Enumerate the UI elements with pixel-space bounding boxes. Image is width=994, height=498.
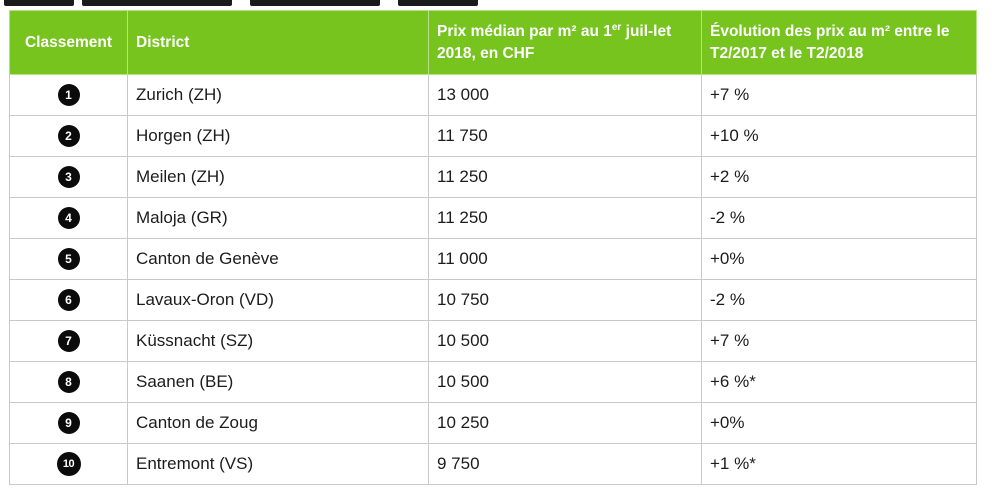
change-cell: +6 %* (701, 361, 977, 403)
rank-badge: 10 (56, 452, 81, 476)
district-cell: Canton de Genève (127, 238, 429, 280)
header-district: District (127, 10, 429, 75)
district-cell: Maloja (GR) (127, 197, 429, 239)
rank-cell: 7 (9, 320, 128, 362)
rank-cell: 10 (9, 443, 128, 485)
header-price-text-end: juil-let 2018, en CHF (437, 22, 672, 62)
rank-badge: 8 (57, 371, 80, 393)
rank-cell: 5 (9, 238, 128, 280)
change-cell: +2 % (701, 156, 977, 198)
table-row: 1 Zurich (ZH) 13 000 +7 % (9, 74, 977, 116)
header-price: Prix médian par m² au 1er juil-let 2018,… (428, 10, 702, 75)
table-body: 1 Zurich (ZH) 13 000 +7 % 2 Horgen (ZH) 11 750… (9, 74, 977, 485)
district-cell: Lavaux-Oron (VD) (127, 279, 429, 321)
change-cell: +0% (701, 402, 977, 444)
table-row: 6 Lavaux-Oron (VD) 10 750 -2 % (9, 279, 977, 321)
table-row: 5 Canton de Genève 11 000 +0% (9, 238, 977, 280)
rank-cell: 8 (9, 361, 128, 403)
district-cell: Canton de Zoug (127, 402, 429, 444)
rank-badge: 7 (57, 330, 80, 352)
table-row: 2 Horgen (ZH) 11 750 +10 % (9, 115, 977, 157)
district-cell: Saanen (BE) (127, 361, 429, 403)
header-rank: Classement (9, 10, 128, 75)
price-cell: 11 750 (428, 115, 702, 157)
rank-cell: 6 (9, 279, 128, 321)
rank-badge: 1 (57, 84, 80, 106)
table-header-row: Classement District Prix médian par m² a… (9, 10, 977, 75)
change-cell: +10 % (701, 115, 977, 157)
rank-badge: 3 (57, 166, 80, 188)
district-cell: Meilen (ZH) (127, 156, 429, 198)
table-row: 10 Entremont (VS) 9 750 +1 %* (9, 443, 977, 485)
rank-badge: 2 (57, 125, 80, 147)
rank-badge: 9 (57, 412, 80, 434)
rank-cell: 9 (9, 402, 128, 444)
header-price-text: Prix médian par m² au 1 (437, 22, 612, 40)
change-cell: +7 % (701, 320, 977, 362)
rank-cell: 3 (9, 156, 128, 198)
price-cell: 13 000 (428, 74, 702, 116)
change-cell: +7 % (701, 74, 977, 116)
change-cell: +0% (701, 238, 977, 280)
district-cell: Horgen (ZH) (127, 115, 429, 157)
rank-cell: 4 (9, 197, 128, 239)
rank-badge: 4 (57, 207, 80, 229)
district-cell: Entremont (VS) (127, 443, 429, 485)
change-cell: -2 % (701, 197, 977, 239)
price-cell: 11 250 (428, 156, 702, 198)
rank-cell: 2 (9, 115, 128, 157)
change-cell: -2 % (701, 279, 977, 321)
table-row: 9 Canton de Zoug 10 250 +0% (9, 402, 977, 444)
price-cell: 10 250 (428, 402, 702, 444)
price-cell: 10 500 (428, 320, 702, 362)
header-price-superscript: er (611, 21, 622, 33)
table-row: 4 Maloja (GR) 11 250 -2 % (9, 197, 977, 239)
rank-badge: 5 (57, 248, 80, 270)
change-cell: +1 %* (701, 443, 977, 485)
rank-cell: 1 (9, 74, 128, 116)
price-cell: 10 500 (428, 361, 702, 403)
cropped-title-remnant (0, 0, 994, 8)
district-ranking-table: Classement District Prix médian par m² a… (9, 10, 977, 485)
rank-badge: 6 (57, 289, 80, 311)
price-cell: 10 750 (428, 279, 702, 321)
price-cell: 9 750 (428, 443, 702, 485)
district-cell: Zurich (ZH) (127, 74, 429, 116)
table-row: 7 Küssnacht (SZ) 10 500 +7 % (9, 320, 977, 362)
price-cell: 11 000 (428, 238, 702, 280)
price-cell: 11 250 (428, 197, 702, 239)
header-evolution: Évolution des prix au m² entre le T2/201… (701, 10, 977, 75)
district-cell: Küssnacht (SZ) (127, 320, 429, 362)
table-row: 3 Meilen (ZH) 11 250 +2 % (9, 156, 977, 198)
table-row: 8 Saanen (BE) 10 500 +6 %* (9, 361, 977, 403)
